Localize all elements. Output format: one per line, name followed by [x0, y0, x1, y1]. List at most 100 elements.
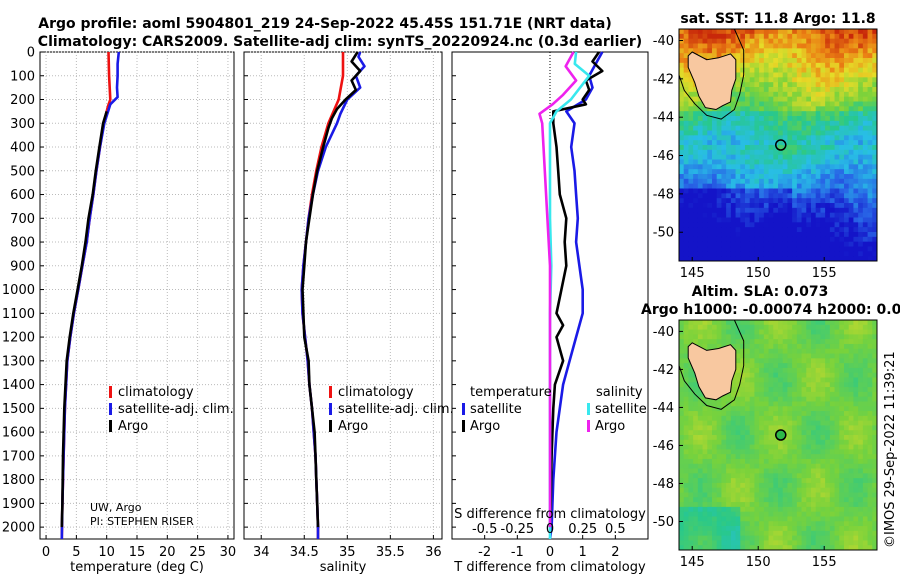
- lon-tick-label: 155: [812, 266, 837, 281]
- map-cell: [745, 401, 751, 407]
- map-cell: [745, 521, 751, 527]
- map-cell: [740, 391, 746, 398]
- map-cell: [683, 415, 690, 422]
- map-cell: [792, 236, 798, 243]
- map-cell: [693, 256, 699, 261]
- map-cell: [867, 343, 873, 350]
- map-cell: [679, 62, 685, 69]
- map-cell: [829, 29, 836, 35]
- map-cell: [693, 149, 699, 156]
- map-cell: [872, 207, 877, 214]
- map-cell: [792, 198, 798, 204]
- map-cell: [679, 473, 685, 479]
- map-cell: [820, 492, 826, 498]
- map-cell: [862, 516, 869, 522]
- map-cell: [787, 87, 793, 93]
- map-cell: [839, 241, 845, 248]
- map-cell: [839, 320, 845, 326]
- map-cell: [801, 396, 807, 403]
- map-cell: [726, 406, 732, 412]
- map-cell: [688, 77, 694, 83]
- map-cell: [716, 401, 723, 407]
- map-cell: [712, 530, 718, 537]
- map-cell: [796, 77, 803, 83]
- map-cell: [782, 387, 789, 393]
- map-cell: [702, 135, 708, 141]
- map-cell: [792, 382, 798, 388]
- map-cell: [716, 458, 723, 465]
- map-cell: [825, 468, 831, 474]
- map-cell: [740, 420, 746, 427]
- map-cell: [844, 334, 850, 340]
- map-cell: [735, 444, 741, 450]
- map-cell: [787, 256, 793, 261]
- lon-tick-label: 150: [746, 555, 771, 570]
- map-cell: [787, 169, 793, 175]
- map-cell: [749, 516, 756, 522]
- map-cell: [844, 339, 850, 345]
- map-cell: [872, 145, 877, 151]
- map-cell: [872, 120, 877, 127]
- map-cell: [679, 38, 685, 45]
- map-cell: [697, 188, 704, 194]
- map-cell: [815, 236, 822, 243]
- map-cell: [754, 396, 760, 403]
- map-cell: [707, 169, 713, 175]
- map-cell: [716, 38, 723, 45]
- map-cell: [697, 540, 704, 546]
- map-cell: [693, 174, 699, 180]
- map-cell: [726, 251, 732, 257]
- map-cell: [768, 48, 774, 54]
- map-cell: [778, 339, 784, 345]
- map-cell: [683, 72, 690, 78]
- map-cell: [693, 430, 699, 436]
- map-cell: [792, 473, 798, 479]
- map-cell: [740, 502, 746, 508]
- map-cell: [815, 401, 822, 407]
- map-cell: [688, 430, 694, 436]
- map-cell: [806, 222, 812, 228]
- map-cell: [782, 116, 789, 122]
- map-cell: [796, 116, 803, 122]
- map-cell: [735, 473, 741, 479]
- map-cell: [745, 348, 751, 355]
- map-cell: [844, 545, 850, 550]
- map-cell: [806, 492, 812, 498]
- map-cell: [858, 125, 864, 132]
- map-cell: [848, 468, 855, 474]
- map-cell: [853, 439, 859, 446]
- map-cell: [792, 43, 798, 49]
- map-cell: [735, 212, 741, 219]
- map-cell: [806, 169, 812, 175]
- map-cell: [811, 217, 817, 223]
- map-cell: [820, 174, 826, 180]
- map-cell: [749, 449, 756, 455]
- map-cell: [726, 43, 732, 49]
- map-cell: [844, 439, 850, 446]
- map-cell: [787, 526, 793, 532]
- map-cell: [829, 487, 836, 494]
- map-cell: [848, 367, 855, 374]
- map-cell: [730, 535, 737, 542]
- map-cell: [811, 343, 817, 350]
- map-cell: [858, 116, 864, 122]
- map-cell: [787, 358, 793, 364]
- map-cell: [801, 511, 807, 518]
- map-cell: [820, 58, 826, 64]
- map-cell: [749, 320, 756, 326]
- map-cell: [815, 251, 822, 257]
- map-cell: [688, 449, 694, 455]
- map-cell: [787, 77, 793, 83]
- map-cell: [872, 48, 877, 54]
- map-cell: [806, 545, 812, 550]
- map-cell: [801, 420, 807, 427]
- map-cell: [867, 411, 873, 417]
- map-cell: [796, 106, 803, 112]
- map-cell: [716, 203, 723, 209]
- map-cell: [688, 120, 694, 127]
- map-cell: [825, 62, 831, 69]
- map-cell: [815, 396, 822, 403]
- map-cell: [811, 125, 817, 132]
- map-cell: [759, 415, 765, 422]
- map-cell: [834, 154, 840, 161]
